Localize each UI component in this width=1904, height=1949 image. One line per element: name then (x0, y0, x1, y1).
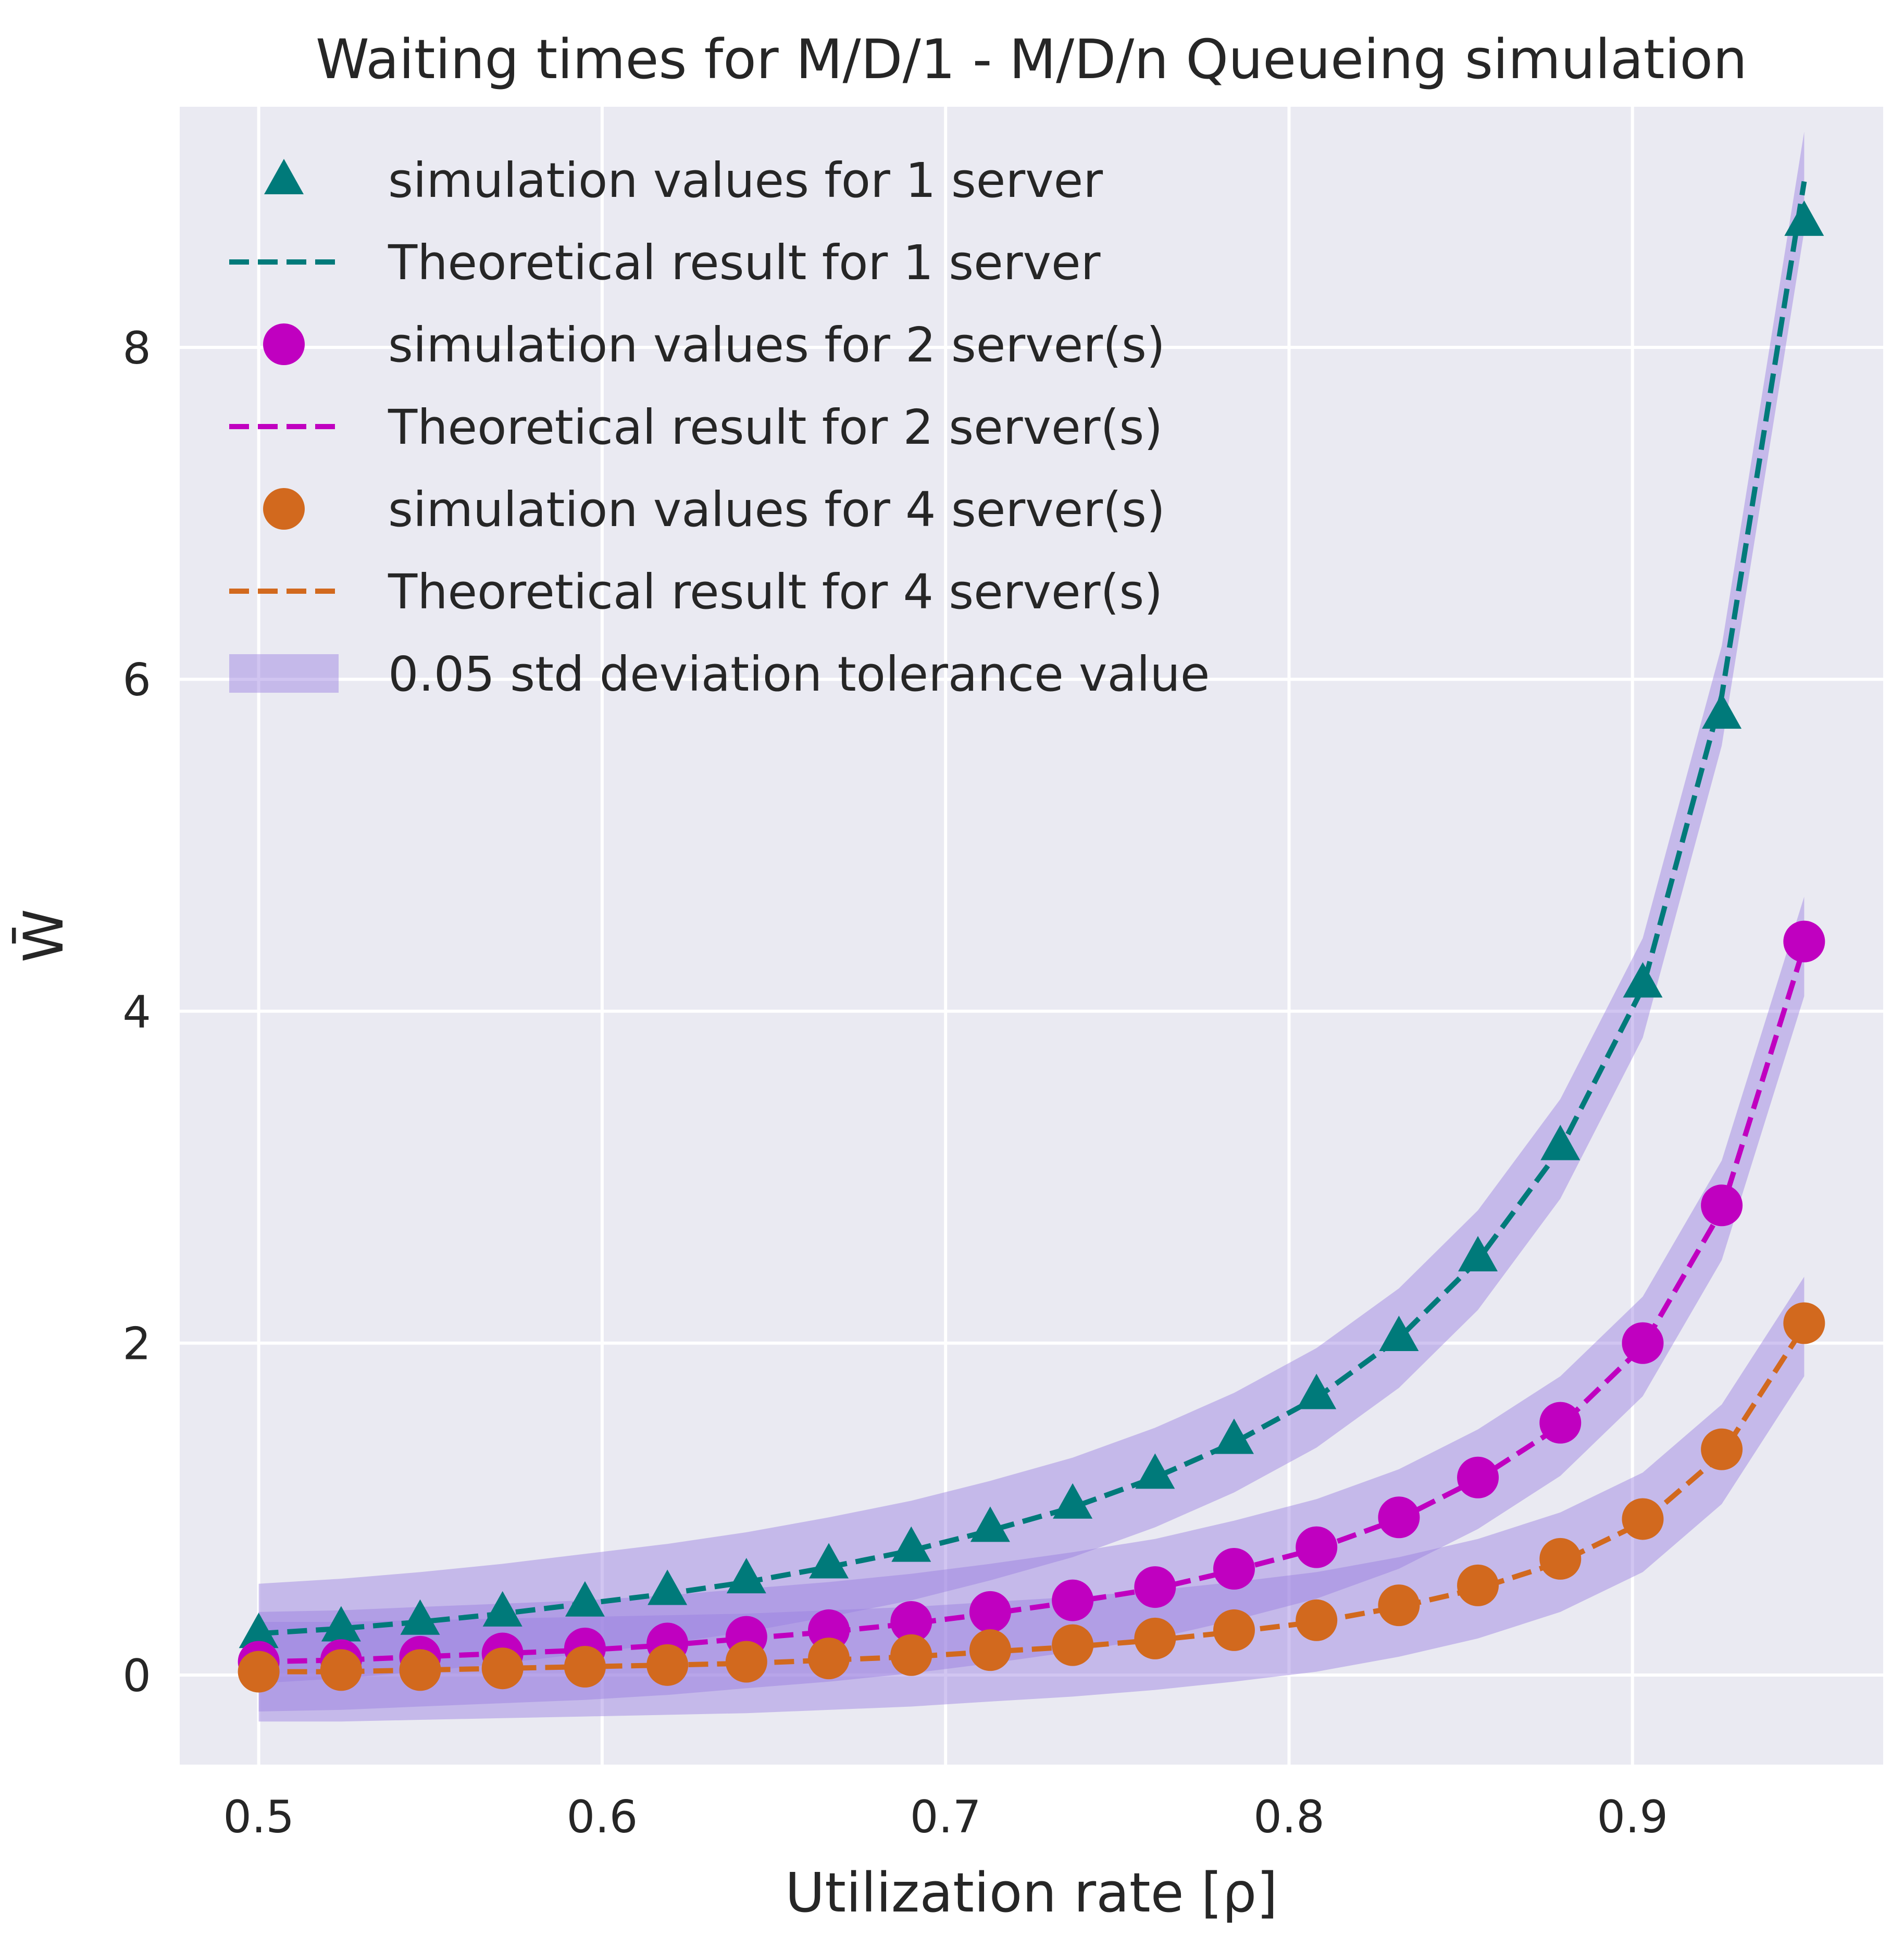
triangle-marker (565, 1581, 605, 1617)
legend-circle-icon (263, 323, 305, 365)
circle-marker (725, 1641, 767, 1683)
grid (180, 107, 1883, 1765)
x-tick-labels: 0.5 0.6 0.7 0.8 0.9 (223, 1791, 1668, 1843)
triangle-marker (482, 1591, 522, 1627)
circle-marker (646, 1644, 689, 1686)
triangle-marker (1458, 1236, 1498, 1272)
simulation-markers (238, 200, 1825, 1693)
triangle-marker (891, 1526, 931, 1562)
circle-marker (1378, 1496, 1420, 1539)
x-tick-label: 0.5 (223, 1791, 294, 1843)
triangle-marker (648, 1569, 688, 1605)
circle-marker (969, 1591, 1011, 1633)
circle-marker (399, 1649, 441, 1691)
legend-label: Theoretical result for 1 server (388, 235, 1101, 291)
triangle-marker (400, 1599, 440, 1635)
triangle-marker (970, 1506, 1010, 1542)
circle-marker (808, 1638, 850, 1680)
circle-marker (320, 1649, 362, 1691)
circle-marker (1296, 1599, 1338, 1641)
plot-background (180, 107, 1883, 1765)
triangle-marker (726, 1558, 766, 1594)
circle-marker (1052, 1624, 1094, 1666)
triangle-marker (1053, 1483, 1093, 1519)
circle-marker (1622, 1498, 1664, 1540)
y-tick-labels: 0 2 4 6 8 (122, 322, 151, 1702)
y-tick-label: 8 (122, 322, 151, 374)
y-axis-label: W̄ (12, 909, 76, 963)
circle-marker (1783, 1302, 1825, 1344)
circle-marker (1701, 1428, 1743, 1470)
circle-marker (1457, 1456, 1499, 1498)
y-tick-label: 6 (122, 654, 151, 706)
triangle-marker (239, 1613, 279, 1648)
circle-marker (1457, 1564, 1499, 1606)
x-axis-label: Utilization rate [ρ] (785, 1861, 1278, 1925)
x-tick-label: 0.8 (1253, 1791, 1325, 1843)
circle-marker (1622, 1322, 1664, 1364)
legend-triangle-icon (264, 159, 304, 194)
triangle-marker (321, 1606, 361, 1642)
triangle-marker (1135, 1453, 1175, 1489)
circle-marker (1213, 1609, 1255, 1651)
legend: simulation values for 1 server Theoretica… (229, 153, 1210, 702)
circle-marker (1783, 920, 1825, 963)
chart-title: Waiting times for M/D/1 - M/D/n Queueing… (316, 28, 1747, 91)
circle-marker (238, 1651, 280, 1693)
circle-marker (969, 1629, 1011, 1671)
theory-line-1 (258, 181, 1807, 1636)
circle-marker (1296, 1526, 1338, 1568)
y-tick-label: 2 (122, 1318, 151, 1370)
triangle-marker (1702, 693, 1742, 729)
y-tick-label: 0 (122, 1650, 151, 1702)
circle-marker (890, 1601, 932, 1643)
circle-marker (564, 1646, 606, 1688)
circle-marker (1539, 1402, 1582, 1444)
legend-label: Theoretical result for 4 server(s) (388, 564, 1163, 620)
y-tick-label: 4 (122, 986, 151, 1038)
legend-label: Theoretical result for 2 server(s) (388, 399, 1163, 455)
x-tick-label: 0.6 (567, 1791, 638, 1843)
circle-marker (1052, 1579, 1094, 1621)
triangle-marker (1784, 200, 1824, 236)
triangle-marker (1379, 1315, 1419, 1351)
triangle-marker (1623, 962, 1663, 998)
circle-marker (1134, 1566, 1176, 1608)
circle-marker (890, 1634, 932, 1676)
legend-label: simulation values for 4 server(s) (388, 482, 1165, 538)
triangle-marker (1297, 1373, 1337, 1409)
circle-marker (1134, 1617, 1176, 1659)
circle-marker (1701, 1184, 1743, 1227)
triangle-marker (1214, 1418, 1254, 1454)
circle-marker (1539, 1538, 1582, 1580)
legend-label: simulation values for 2 server(s) (388, 317, 1165, 373)
legend-label: 0.05 std deviation tolerance value (388, 646, 1210, 702)
legend-circle-icon (263, 488, 305, 530)
x-tick-label: 0.7 (910, 1791, 981, 1843)
x-tick-label: 0.9 (1597, 1791, 1668, 1843)
tolerance-band-1 (258, 131, 1805, 1683)
triangle-marker (1540, 1125, 1581, 1160)
legend-band-icon (229, 654, 339, 693)
circle-marker (481, 1647, 524, 1690)
circle-marker (1378, 1584, 1420, 1627)
triangle-marker (809, 1543, 849, 1579)
circle-marker (1213, 1548, 1255, 1590)
legend-label: simulation values for 1 server (388, 153, 1103, 208)
